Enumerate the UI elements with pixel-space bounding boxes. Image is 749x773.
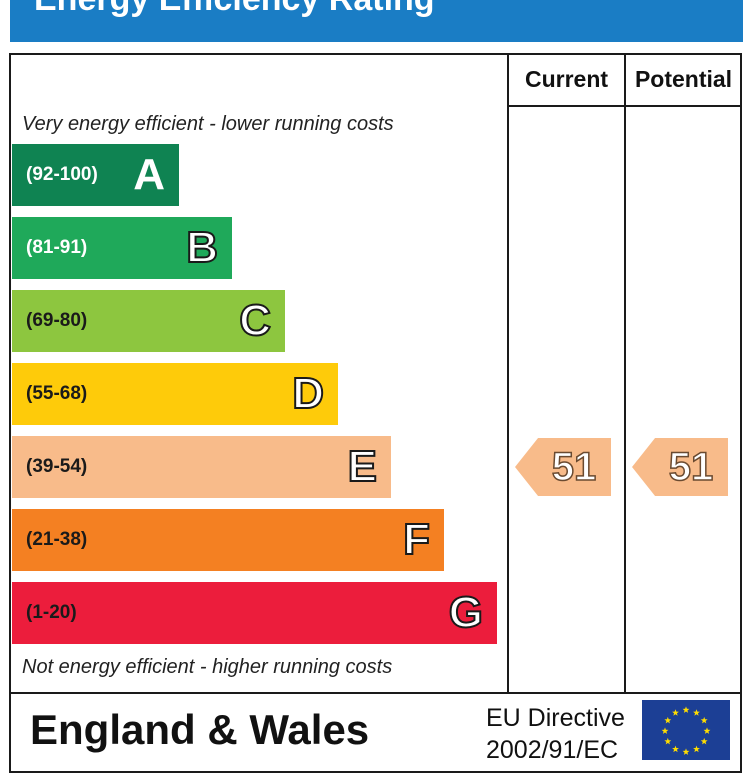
band-a-range: (92-100) bbox=[26, 164, 98, 185]
band-f-letter: F bbox=[402, 514, 431, 565]
band-e-range: (39-54) bbox=[26, 456, 88, 477]
eu-star-icon bbox=[703, 727, 711, 734]
band-c-letter: C bbox=[238, 295, 272, 346]
divider-current bbox=[507, 53, 509, 694]
band-g: (1-20) G bbox=[12, 582, 497, 644]
band-d-range: (55-68) bbox=[26, 383, 88, 404]
band-d-letter: D bbox=[291, 368, 325, 419]
eu-directive-line1: EU Directive bbox=[486, 704, 625, 732]
eu-star-icon bbox=[672, 709, 679, 716]
band-c-range: (69-80) bbox=[26, 310, 88, 331]
band-d: (55-68) D bbox=[12, 363, 338, 425]
eu-star-icon bbox=[664, 716, 672, 724]
band-b-letter: B bbox=[185, 222, 219, 273]
eu-star-icon bbox=[693, 709, 700, 716]
potential-rating-arrow: 51 bbox=[632, 438, 728, 496]
eu-flag-icon bbox=[642, 700, 730, 760]
column-header-potential: Potential bbox=[634, 66, 733, 92]
eu-star-icon bbox=[664, 737, 672, 745]
column-header-current: Current bbox=[524, 66, 609, 92]
band-g-range: (1-20) bbox=[26, 602, 77, 623]
band-e-letter: E bbox=[347, 441, 378, 492]
eu-directive-line2: 2002/91/EC bbox=[486, 736, 619, 764]
band-c: (69-80) C bbox=[12, 290, 285, 352]
band-g-letter: G bbox=[448, 587, 484, 638]
caption-top: Very energy efficient - lower running co… bbox=[22, 113, 394, 135]
eu-star-icon bbox=[700, 716, 708, 724]
eu-directive: EU Directive 2002/91/EC bbox=[486, 702, 634, 766]
eu-star-icon bbox=[682, 706, 690, 713]
footer-country: England & Wales bbox=[30, 706, 370, 753]
eu-star-icon bbox=[682, 748, 690, 755]
eu-stars-icon bbox=[661, 706, 711, 755]
band-a: (92-100) A bbox=[12, 144, 179, 206]
band-b: (81-91) B bbox=[12, 217, 232, 279]
eu-star-icon bbox=[661, 727, 669, 734]
band-e: (39-54) E bbox=[12, 436, 391, 498]
current-rating-value: 51 bbox=[551, 444, 597, 490]
chart-title: Energy Efficiency Rating bbox=[34, 0, 435, 19]
divider-potential bbox=[624, 53, 626, 694]
band-b-range: (81-91) bbox=[26, 237, 88, 258]
band-f-range: (21-38) bbox=[26, 529, 88, 550]
potential-rating-value: 51 bbox=[668, 444, 714, 490]
header-divider bbox=[507, 105, 741, 107]
eu-star-icon bbox=[700, 737, 708, 745]
band-a-letter: A bbox=[133, 150, 165, 199]
title-bar: Energy Efficiency Rating bbox=[10, 0, 743, 42]
caption-bottom: Not energy efficient - higher running co… bbox=[22, 656, 393, 678]
current-rating-arrow: 51 bbox=[515, 438, 611, 496]
footer-divider bbox=[9, 692, 742, 694]
band-f: (21-38) F bbox=[12, 509, 444, 571]
